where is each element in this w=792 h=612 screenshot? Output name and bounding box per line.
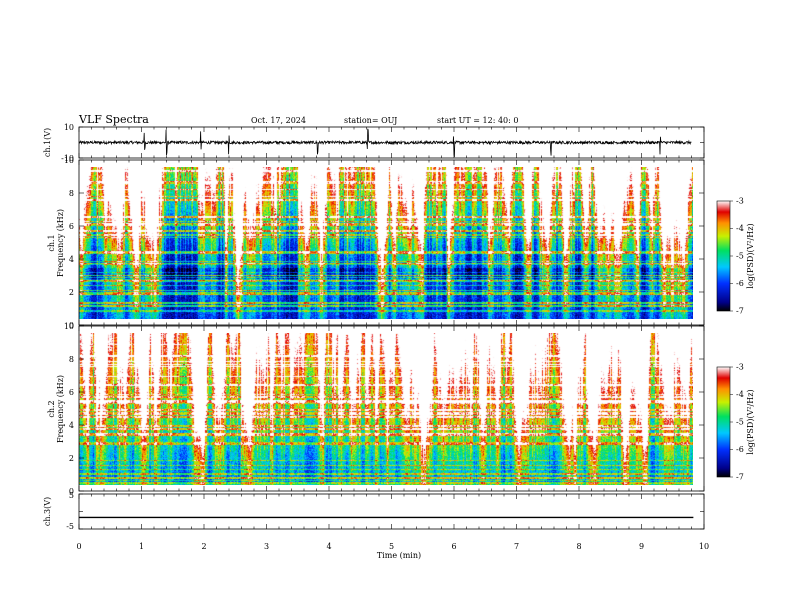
frequency-tick-label: 2 bbox=[69, 288, 74, 297]
frequency-tick-label: 6 bbox=[69, 388, 74, 397]
colorbar-tick-label: -7 bbox=[736, 473, 744, 482]
ch1-frequency-label: Frequency (kHz) bbox=[56, 209, 65, 277]
ch1-waveform-panel: 10 -10 ch.1(V) bbox=[43, 123, 705, 163]
ch1-ytick-top: 10 bbox=[64, 123, 74, 132]
colorbar-tick-label: -3 bbox=[736, 197, 744, 206]
ch3-waveform-panel: 5 -5 ch.3(V) bbox=[43, 491, 705, 531]
figure-title: VLF Spectra bbox=[78, 113, 149, 126]
frequency-tick-label: 8 bbox=[69, 355, 74, 364]
time-tick-label: 2 bbox=[201, 542, 206, 551]
colorbar-tick-label: -5 bbox=[736, 418, 744, 427]
ch3-ytick-top: 5 bbox=[69, 491, 74, 500]
time-tick-label: 0 bbox=[76, 542, 81, 551]
station-label: station= OUJ bbox=[344, 116, 397, 125]
ch1-waveform-ticks bbox=[78, 126, 705, 159]
time-tick-label: 5 bbox=[389, 542, 394, 551]
frequency-tick-label: 10 bbox=[64, 156, 74, 165]
frequency-tick-label: 8 bbox=[69, 189, 74, 198]
ch3-ytick-bottom: -5 bbox=[66, 522, 74, 531]
frequency-tick-label: 2 bbox=[69, 454, 74, 463]
colorbar-tick-label: -4 bbox=[736, 224, 744, 233]
ch1-ytick-bottom: -10 bbox=[61, 154, 74, 163]
start-time-label: start UT = 12: 40: 0 bbox=[437, 116, 518, 125]
ch2-frequency-label: Frequency (kHz) bbox=[56, 375, 65, 443]
ch2-spectrogram-ticks: 0 2 4 6 8 10 bbox=[64, 322, 705, 496]
time-tick-label: 1 bbox=[139, 542, 144, 551]
ch2-spectrogram-panel: 0 2 4 6 8 10 ch.2 Frequency (kHz) bbox=[47, 322, 705, 496]
ch2-spectrogram-image bbox=[79, 333, 693, 485]
ch2-colorbar-tick-labels: -3 -4 -5 -6 -7 bbox=[730, 363, 744, 482]
date-label: Oct. 17, 2024 bbox=[251, 116, 306, 125]
ch2-colorbar-label: log(PSD)(V²/Hz) bbox=[746, 389, 755, 454]
ch2-colorbar: -3 -4 -5 -6 -7 log(PSD)(V²/Hz) bbox=[716, 363, 755, 482]
ch1-colorbar-tick-labels: -3 -4 -5 -6 -7 bbox=[730, 197, 744, 316]
ch1-colorbar-scale bbox=[716, 200, 731, 312]
time-tick-label: 10 bbox=[699, 542, 709, 551]
frequency-tick-label: 10 bbox=[64, 322, 74, 331]
frequency-tick-label: 0 bbox=[69, 321, 74, 330]
ch3-waveform-ticks bbox=[78, 493, 705, 530]
ch3-waveform-frame bbox=[78, 493, 705, 530]
ch1-channel-label: ch.1 bbox=[47, 234, 56, 251]
frequency-tick-label: 4 bbox=[69, 421, 74, 430]
frequency-tick-label: 4 bbox=[69, 255, 74, 264]
frequency-tick-label: 0 bbox=[69, 487, 74, 496]
ch1-colorbar: -3 -4 -5 -6 -7 log(PSD)(V²/Hz) bbox=[716, 197, 755, 316]
time-tick-label: 4 bbox=[326, 542, 331, 551]
time-axis-tick-labels: 0 1 2 3 4 5 6 7 8 9 10 bbox=[76, 542, 709, 551]
ch1-spectrogram-ticks: 0 2 4 6 8 10 bbox=[64, 156, 705, 330]
colorbar-tick-label: -5 bbox=[736, 252, 744, 261]
colorbar-tick-label: -3 bbox=[736, 363, 744, 372]
colorbar-tick-label: -6 bbox=[736, 279, 744, 288]
colorbar-tick-label: -4 bbox=[736, 390, 744, 399]
ch1-spectrogram-panel: 0 2 4 6 8 10 ch.1 Frequency (kHz) bbox=[47, 156, 705, 330]
colorbar-tick-label: -6 bbox=[736, 445, 744, 454]
time-tick-label: 3 bbox=[264, 542, 269, 551]
ch1-spectrogram-image bbox=[79, 167, 693, 319]
colorbar-tick-label: -7 bbox=[736, 307, 744, 316]
ch1-waveform-line bbox=[79, 128, 692, 158]
time-tick-label: 6 bbox=[451, 542, 456, 551]
time-tick-label: 7 bbox=[514, 542, 519, 551]
frequency-tick-label: 6 bbox=[69, 222, 74, 231]
time-tick-label: 8 bbox=[576, 542, 581, 551]
ch2-colorbar-scale bbox=[716, 366, 731, 478]
time-tick-label: 9 bbox=[639, 542, 644, 551]
ch1-colorbar-label: log(PSD)(V²/Hz) bbox=[746, 223, 755, 288]
ch2-channel-label: ch.2 bbox=[47, 400, 56, 417]
ch3-waveform-ylabel: ch.3(V) bbox=[43, 497, 52, 526]
ch1-waveform-ylabel: ch.1(V) bbox=[43, 128, 52, 157]
time-axis-label: Time (min) bbox=[377, 551, 421, 560]
